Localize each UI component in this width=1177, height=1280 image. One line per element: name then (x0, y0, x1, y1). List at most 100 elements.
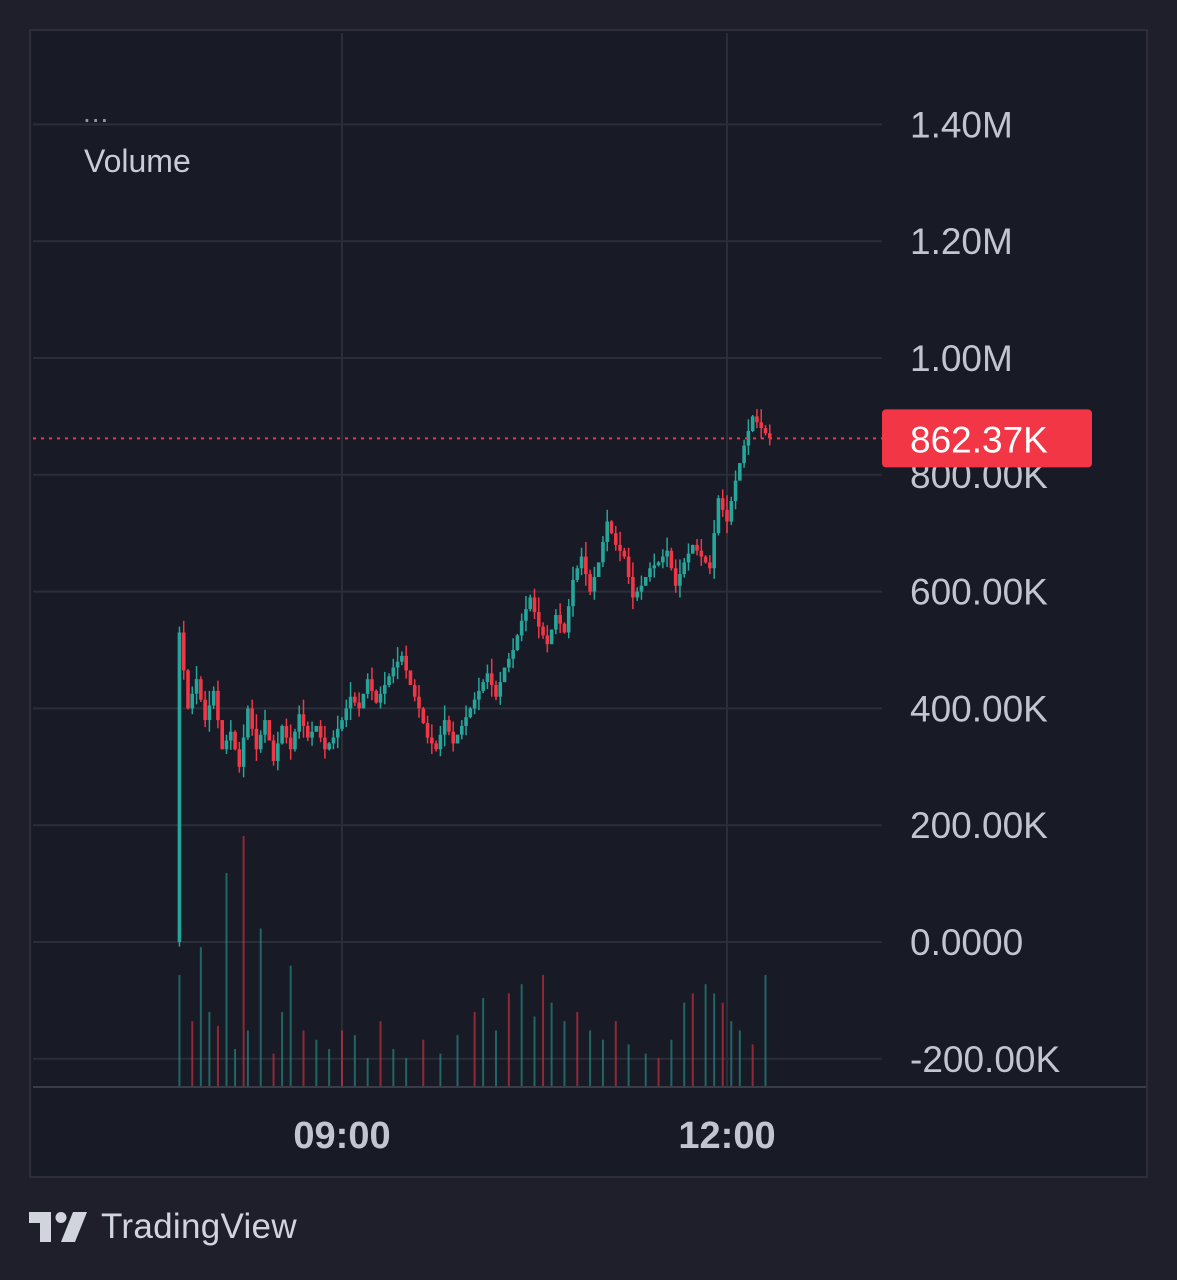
volume-bar (456, 1035, 459, 1086)
candle-body (695, 544, 699, 551)
candle-body (207, 705, 212, 721)
candle-body (237, 749, 242, 767)
volume-bar (764, 974, 767, 1086)
candle-body (194, 679, 199, 694)
candle-body (524, 609, 528, 621)
candle-body (609, 521, 614, 534)
candle-body (408, 670, 413, 686)
candle-body (690, 544, 695, 554)
volume-bar (216, 1025, 219, 1086)
candle-body (186, 670, 190, 709)
last-price-badge (882, 409, 1092, 468)
candle-body (716, 498, 721, 534)
volume-bar (691, 993, 694, 1086)
candle-body (301, 714, 306, 726)
candle-body (566, 606, 571, 633)
candle-body (626, 556, 631, 577)
candle-body (549, 629, 554, 645)
volume-bar (533, 1016, 536, 1086)
candle-body (404, 655, 408, 671)
volume-bar (601, 1039, 604, 1086)
legend-menu[interactable]: ... (83, 97, 110, 128)
volume-bar (550, 1002, 553, 1086)
candle-body (297, 714, 302, 732)
candle-body (571, 579, 575, 607)
candle-body (750, 416, 755, 431)
candle-body (310, 731, 314, 738)
candle-body (575, 568, 580, 580)
candle-body (652, 565, 657, 569)
candle-body (318, 725, 323, 738)
candle-body (673, 568, 678, 586)
candle-body (656, 562, 661, 566)
volume-bar (392, 1048, 395, 1086)
volume-bar (713, 993, 716, 1086)
candle-body (699, 550, 704, 557)
volume-bar (563, 1021, 566, 1086)
candle-body (588, 574, 592, 592)
candle-body (605, 521, 610, 542)
candle-body (374, 690, 379, 703)
candle-body (554, 614, 558, 630)
candle-body (233, 731, 237, 750)
y-tick-label: 0.0000 (910, 922, 1023, 963)
candle-body (481, 682, 485, 691)
brand[interactable]: TradingView (29, 1203, 297, 1251)
volume-bar (482, 998, 485, 1086)
candle-body (250, 708, 254, 729)
volume-bar (730, 1021, 733, 1086)
candle-body (545, 635, 550, 645)
candle-body (601, 541, 605, 563)
chart-panel[interactable]: 1.40M 1.20M 1.00M 800.00K 600.00K 400.00K 200.… (29, 29, 1148, 1178)
volume-bar (439, 1053, 442, 1086)
volume-bar (520, 984, 523, 1086)
legend-indicator-title[interactable]: Volume (84, 143, 191, 179)
volume-bar (178, 974, 181, 1086)
volume-bar (242, 836, 245, 1086)
candle-body (220, 720, 225, 750)
candle-body (665, 550, 669, 557)
candle-body (340, 720, 344, 729)
candle-body (348, 696, 353, 709)
candle-body (643, 577, 648, 586)
volume-bar (738, 1030, 741, 1086)
candle-body (430, 737, 434, 744)
candle-body (708, 562, 712, 569)
candle-body (353, 696, 357, 703)
volume-bar (353, 1035, 356, 1086)
chart-svg[interactable]: 1.40M1.20M1.00M800.00K600.00K400.00K200.… (31, 31, 1146, 1176)
volume-bar (644, 1053, 647, 1086)
candle-body (618, 544, 622, 551)
candle-body (288, 737, 293, 750)
volume-bar (542, 974, 545, 1086)
candle-body (729, 501, 734, 522)
y-tick-label: 400.00K (910, 688, 1048, 729)
candle-body (190, 693, 195, 709)
candle-body (246, 708, 250, 738)
candle-body (733, 480, 738, 502)
y-tick-label: 1.20M (910, 221, 1013, 262)
candle-body (648, 568, 652, 577)
candle-body (746, 431, 751, 446)
candle-body (305, 725, 310, 738)
y-tick-label: 1.40M (910, 104, 1013, 145)
candle-body (613, 533, 618, 545)
candle-body (267, 720, 272, 741)
candle-body (661, 556, 665, 563)
candle-body (502, 667, 507, 683)
candle-body (742, 445, 746, 464)
candle-body (532, 597, 537, 613)
x-tick-label: 12:00 (678, 1115, 775, 1157)
candle-body (536, 612, 541, 627)
candle-body (507, 658, 511, 668)
candle-body (631, 577, 635, 598)
candle-body (579, 556, 584, 569)
candle-body (451, 731, 456, 744)
candle-body (284, 725, 289, 738)
volume-bar (576, 1011, 579, 1086)
volume-bar (315, 1039, 318, 1086)
volume-bar (495, 1030, 497, 1086)
volume-bar (721, 1002, 724, 1086)
volume-bar (341, 1030, 343, 1086)
candle-body (327, 743, 331, 750)
